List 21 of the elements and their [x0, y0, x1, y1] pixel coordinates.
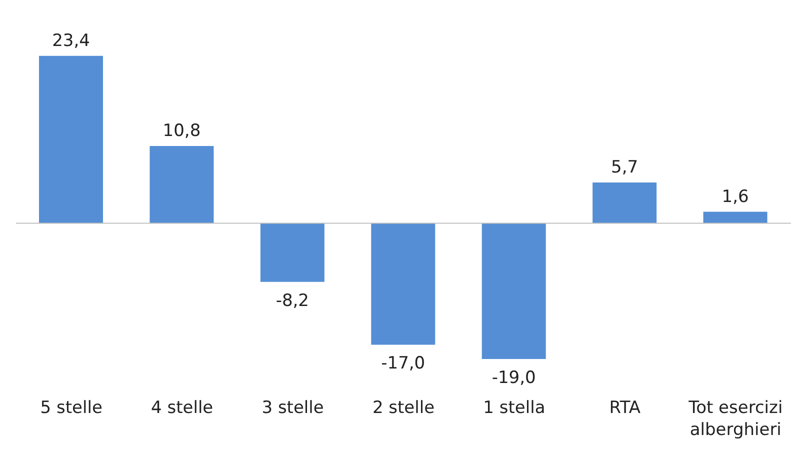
bar — [592, 182, 657, 224]
x-tick-label: 4 stelle — [151, 398, 214, 418]
x-tick-label: Tot esercizi alberghieri — [688, 398, 783, 440]
bar — [260, 223, 324, 282]
bar — [150, 146, 214, 224]
data-label: 5,7 — [611, 157, 638, 178]
bar — [371, 223, 436, 345]
bar — [703, 212, 768, 224]
x-tick-label: 3 stelle — [262, 398, 324, 418]
bar — [482, 223, 546, 360]
data-label: -17,0 — [381, 354, 426, 374]
x-tick-label: 2 stelle — [372, 398, 435, 418]
data-label: 10,8 — [162, 120, 201, 141]
bar — [39, 56, 103, 224]
x-tick-label: RTA — [609, 398, 641, 418]
data-label: 1,6 — [722, 186, 749, 207]
data-label: 23,4 — [52, 30, 90, 51]
data-label: -19,0 — [492, 368, 536, 388]
data-label: -8,2 — [276, 290, 310, 311]
x-tick-label: 5 stelle — [40, 398, 102, 418]
x-tick-label: 1 stella — [483, 398, 546, 418]
